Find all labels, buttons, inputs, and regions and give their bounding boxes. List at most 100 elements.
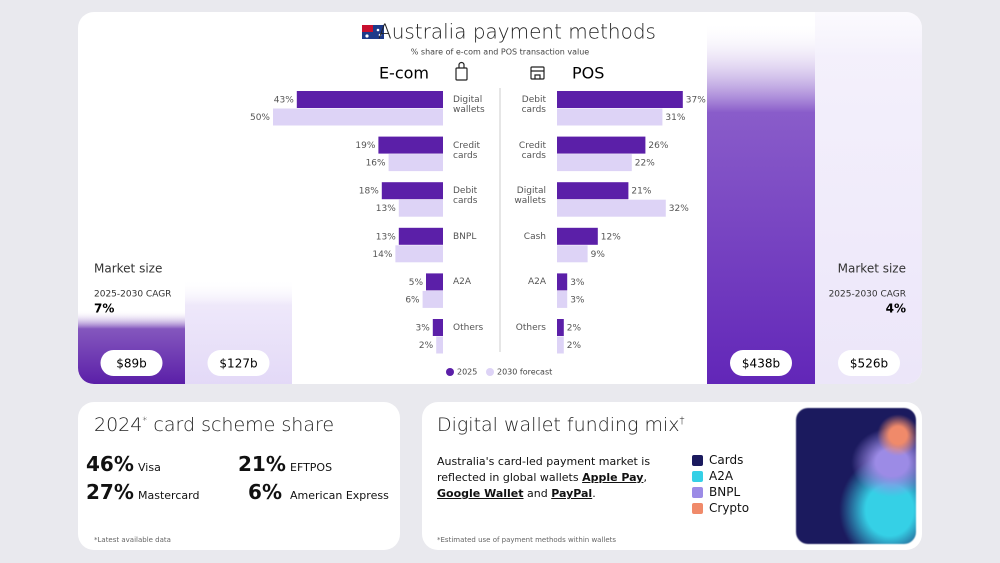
market-title: Market size [94,262,162,276]
legend-label: Crypto [709,501,750,515]
text: and [523,487,552,500]
category-label: Others [515,323,546,333]
cagr-label: 2025-2030 CAGR [94,290,171,300]
link[interactable]: Google Wallet [437,487,524,500]
bar [557,319,564,336]
value-label: 6% [405,295,420,305]
subtitle: % share of e-com and POS transaction val… [411,48,590,57]
value-label: 14% [372,250,392,260]
bar [296,91,443,108]
share-value: 46% [86,452,134,476]
value-label: 2% [419,341,434,351]
bar [436,336,443,354]
category-label: Others [453,323,484,333]
value-label: $438b [742,357,780,371]
value-pill [100,350,163,376]
text: . [592,487,596,500]
category-label: Debit cards [521,95,546,115]
value-label: $526b [850,357,888,371]
legend-label: 2025 [457,368,477,377]
legend-swatch [692,470,703,482]
value-label: 22% [635,159,655,169]
share-item: 6% American Express [238,480,389,504]
cagr-label: 2025-2030 CAGR [829,290,906,300]
legend-label: Cards [709,453,744,467]
category-box: A2A [527,277,546,288]
market-bar [707,21,815,384]
value-label: 3% [570,278,585,288]
category-box: Others [515,323,546,333]
category-box: Debit cards [453,186,478,207]
share-value: 21% [238,452,286,476]
category-label: Digital wallets [453,95,485,115]
value-label: 12% [601,232,621,242]
category-box: Others [453,323,484,333]
store-icon [530,66,545,80]
bar [273,108,443,126]
legend-label: A2A [709,469,734,483]
flag [362,25,384,39]
bar [557,199,666,217]
value-label: 32% [669,204,689,214]
bar [557,245,588,263]
legend-label: BNPL [709,485,741,499]
category-box: Credit cards [518,140,546,161]
title-mark: † [679,415,685,427]
category-box: A2A [453,277,471,287]
bar [395,245,443,263]
legend-item: BNPL [692,485,740,499]
text: Australia's card-led payment market is r… [437,455,651,484]
bar [557,91,683,108]
category-label: Digital wallets [514,186,546,207]
category-label: A2A [527,277,546,288]
share-value: 6% [248,480,282,504]
bar [426,273,443,291]
market-title: Market size [838,262,906,276]
link[interactable]: Apple Pay [582,471,644,484]
title: card scheme share [147,414,335,436]
value-label: 9% [591,250,606,260]
bar [398,199,443,217]
legend-swatch [486,368,494,376]
legend-swatch [692,502,703,514]
cagr-value: 4% [886,302,906,316]
category-label: Credit cards [453,140,481,161]
value-label: 3% [570,295,585,305]
bar [557,108,663,126]
value-label: 18% [359,187,379,197]
legend-swatch [446,368,454,376]
value-label: 37% [686,96,706,106]
legend-item: A2A [692,469,733,483]
footnote: *Latest available data [94,536,171,544]
legend-item: Cards [692,453,743,467]
share-name: Mastercard [138,489,200,502]
card-wallet: Digital wallet funding mix† Australia's … [422,402,922,550]
legend-label: 2030 forecast [497,368,552,377]
category-box: Cash [524,232,546,242]
category-label: Credit cards [518,140,546,161]
chart-heading: POS [572,64,604,83]
title-mark: * [142,415,148,427]
wallet-graphic [796,408,916,544]
bar [557,290,568,308]
value-label: 16% [366,159,386,169]
cagr-value: 7% [94,302,114,316]
value-label: 5% [409,278,424,288]
share-item: 27% Mastercard [86,480,199,504]
bar [432,319,443,336]
category-box: Debit cards [521,95,546,115]
legend-swatch [692,486,703,498]
category-label: Debit cards [453,186,478,207]
bar [557,182,629,200]
value-label: 21% [631,187,651,197]
value-label: 2% [567,324,582,334]
bar [388,154,443,172]
title: 2024 [94,414,143,436]
card-share: 2024* card scheme share 46% Visa 21% EFTPOS… [78,402,400,550]
bar [398,227,443,245]
share-item: 46% Visa [86,452,161,476]
link[interactable]: PayPal [551,487,593,500]
value-label: 3% [416,324,431,334]
share-name: American Express [290,489,389,502]
